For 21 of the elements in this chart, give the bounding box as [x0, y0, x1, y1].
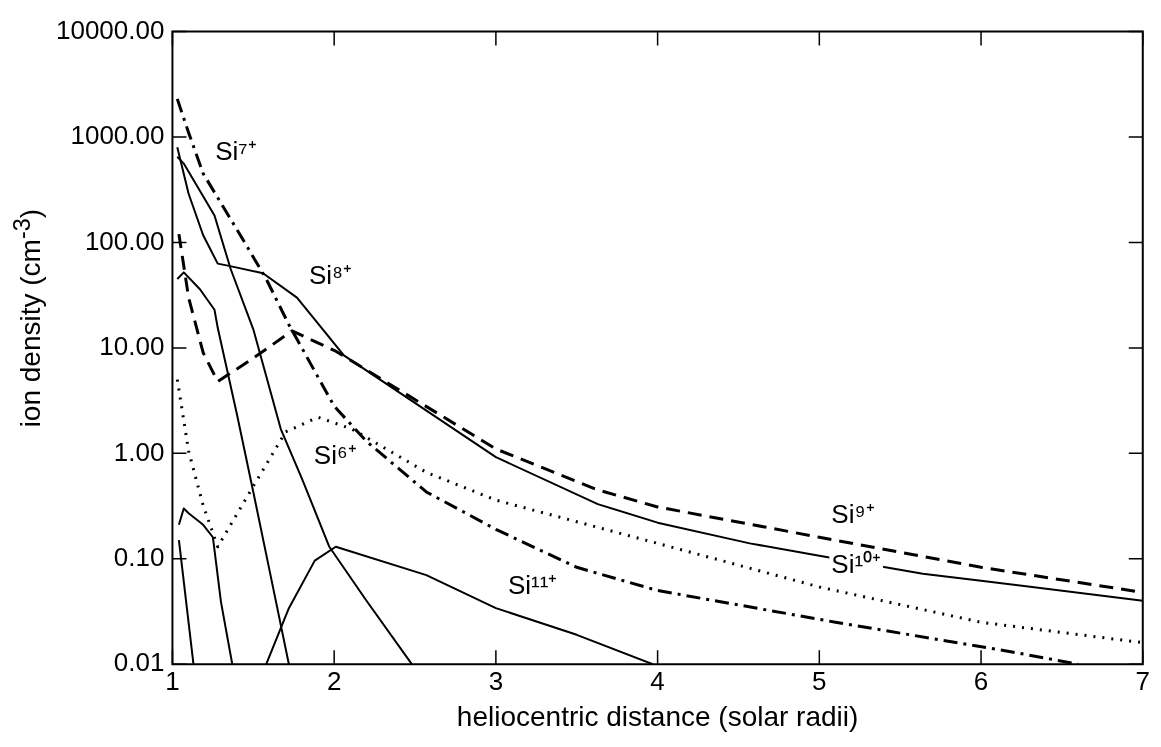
y-tick-label: 0.01	[113, 647, 165, 678]
x-tick-label: 6	[973, 665, 989, 696]
x-tick-label: 5	[812, 665, 827, 696]
x-tick-label: 2	[326, 665, 342, 696]
y-tick-label: 1000.00	[70, 120, 165, 151]
x-tick-label: 4	[650, 665, 665, 696]
x-tick-label: 3	[488, 665, 504, 696]
annotation: Si⁹⁺	[831, 499, 875, 530]
y-tick-label: 100.00	[84, 225, 165, 256]
annotation: Si¹⁰⁺	[831, 549, 882, 580]
y-tick-label: 10000.00	[55, 14, 165, 45]
y-tick-label: 1.00	[113, 436, 165, 467]
y-tick-label: 10.00	[99, 331, 165, 362]
annotation: Si⁷⁺	[215, 135, 257, 166]
x-tick-label: 7	[1135, 665, 1150, 696]
x-tick-label: 1	[165, 665, 180, 696]
annotation: Si⁶⁺	[313, 440, 357, 471]
x-axis-title: heliocentric distance (solar radii)	[456, 700, 859, 732]
annotation: Si¹¹⁺	[507, 570, 558, 601]
annotation: Si⁸⁺	[308, 259, 353, 290]
y-tick-label: 0.10	[113, 541, 165, 572]
